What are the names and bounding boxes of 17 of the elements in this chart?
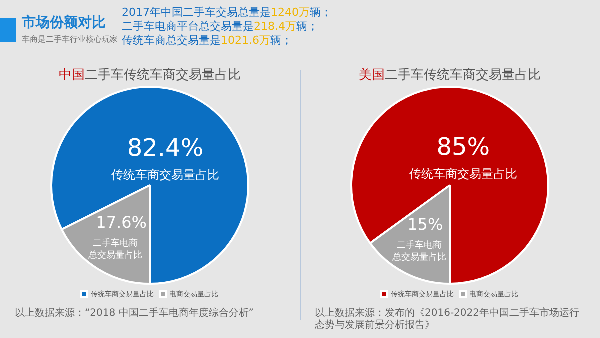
text: 以上数据来源：发布的《2016-2022年中国二手车市场运行态势与发展前景分析报告》 — [315, 308, 581, 332]
chart-title: 中国二手车传统车商交易量占比 — [58, 67, 242, 84]
data-label: 15% — [408, 214, 444, 234]
text: 车商是二手车行业核心玩家 — [22, 34, 118, 45]
chart-title: 美国二手车传统车商交易量占比 — [358, 67, 542, 84]
data-label: 85% — [436, 132, 490, 161]
slice-label: 传统车商交易量占比 — [112, 168, 220, 182]
text: 二手车电商总交易量占比 — [88, 238, 143, 261]
text: 市场份额对比 — [22, 14, 106, 32]
slice-label: 传统车商交易量占比 — [409, 166, 518, 181]
text: 2017年中国二手车交易总量是1240万辆； — [122, 6, 332, 20]
text: 二手车电商总交易量占比 — [392, 241, 446, 264]
text: 二手车电商平台总交易量是218.4万辆； — [122, 20, 320, 34]
data-label: 82.4% — [127, 134, 204, 162]
text: 以上数据来源：“2018 中国二手车电商年度综合分析” — [15, 308, 255, 320]
data-label: 17.6% — [96, 212, 147, 232]
text: 传统车商总交易量是1021.6万辆； — [122, 34, 294, 48]
